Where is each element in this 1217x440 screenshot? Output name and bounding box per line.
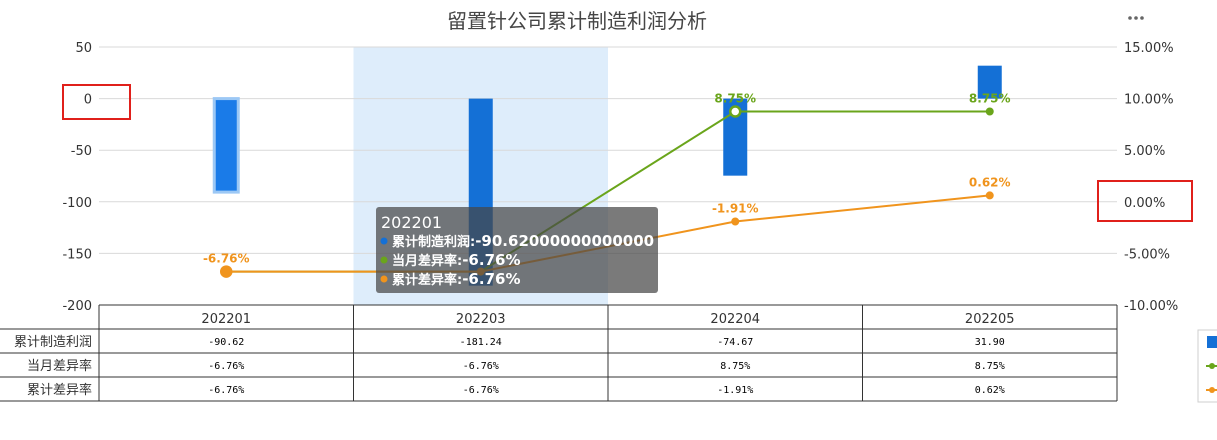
tooltip-title: 202201 [381, 213, 442, 232]
y-right-tick-label: 10.00% [1124, 93, 1174, 108]
x-category-label: 202201 [201, 312, 251, 327]
table-cell: -74.67 [717, 337, 753, 348]
data-label: -6.76% [203, 252, 250, 266]
y-left-tick-label: -100 [62, 196, 92, 211]
data-label: 8.75% [969, 92, 1011, 106]
y-right-tick-label: 5.00% [1124, 144, 1165, 159]
tooltip [376, 207, 658, 293]
table-cell: -1.91% [717, 385, 753, 396]
table-cell: -6.76% [463, 361, 499, 372]
tooltip-row: 累计差异率:-6.76% [392, 270, 520, 288]
bar-mark[interactable] [977, 65, 1002, 99]
bar-mark[interactable] [212, 97, 240, 194]
y-right-tick-label: -5.00% [1124, 247, 1170, 262]
x-category-label: 202203 [456, 312, 506, 327]
y-left-tick-label: 0 [84, 93, 92, 108]
table-row-label: 累计制造利润 [14, 335, 92, 350]
table-row-label: 当月差异率 [27, 358, 92, 374]
series-point[interactable] [985, 107, 994, 116]
tooltip-row: 当月差异率:-6.76% [392, 251, 520, 269]
series-point[interactable] [985, 191, 994, 200]
table-cell: 8.75% [975, 361, 1005, 372]
y-right-tick-label: 0.00% [1124, 196, 1165, 211]
chart-title: 留置针公司累计制造利润分析 [447, 9, 707, 33]
y-right-tick-label: 15.00% [1124, 41, 1174, 56]
x-category-label: 202205 [965, 312, 1015, 327]
table-cell: -6.76% [208, 361, 244, 372]
y-left-tick-label: -50 [71, 144, 92, 159]
table-cell: 0.62% [975, 385, 1005, 396]
data-label: -1.91% [712, 202, 759, 216]
data-label: 0.62% [969, 175, 1011, 189]
series-point[interactable] [731, 217, 740, 226]
annotation-box [1097, 180, 1193, 222]
x-category-label: 202204 [710, 312, 760, 327]
table-cell: -6.76% [208, 385, 244, 396]
table-cell: -181.24 [460, 337, 502, 348]
y-left-tick-label: 50 [75, 41, 92, 56]
table-cell: 31.90 [975, 337, 1005, 348]
legend-bar-swatch[interactable] [1207, 336, 1217, 348]
table-cell: -90.62 [208, 337, 244, 348]
annotation-box [62, 84, 131, 120]
y-right-tick-label: -10.00% [1124, 299, 1178, 314]
table-cell: -6.76% [463, 385, 499, 396]
table-cell: 8.75% [720, 361, 750, 372]
tooltip-row: 累计制造利润:-90.62000000000000 [392, 232, 654, 250]
y-left-tick-label: -200 [62, 299, 92, 314]
series-point[interactable] [729, 105, 742, 118]
data-label: 8.75% [714, 92, 756, 106]
y-left-tick-label: -150 [62, 247, 92, 262]
table-row-label: 累计差异率 [27, 382, 92, 398]
more-dots-icon[interactable] [1128, 16, 1144, 20]
series-point[interactable] [220, 265, 233, 278]
